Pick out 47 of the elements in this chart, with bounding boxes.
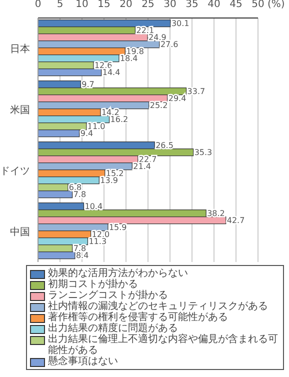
data-label: 33.7 [187, 87, 206, 96]
y-tick-label: 日本 [10, 43, 30, 56]
data-label: 22.7 [138, 155, 157, 164]
legend-label: 初期コストが掛かる [48, 279, 138, 290]
data-label: 27.6 [160, 40, 178, 50]
data-label: 11.3 [88, 237, 107, 246]
data-label: 35.3 [194, 148, 212, 158]
data-label: 38.2 [207, 209, 225, 218]
y-tick-label: 米国 [10, 104, 30, 116]
data-label: 14.2 [101, 108, 120, 118]
data-label: 10.4 [84, 202, 103, 212]
x-tick-label: 5 [56, 0, 64, 10]
data-label: 15.9 [108, 223, 127, 232]
data-label: 29.4 [168, 94, 186, 104]
data-label: 8.4 [76, 251, 89, 260]
data-label: 25.2 [150, 101, 168, 110]
data-label: 7.8 [73, 190, 86, 200]
data-label: 14.4 [102, 68, 120, 78]
legend-label: 効果的な活用方法がわからない [48, 268, 188, 279]
legend-label: 出力結果の精度に問題がある [48, 323, 178, 334]
legend-label: 懸念事項はない [48, 356, 118, 367]
data-label: 15.2 [106, 169, 124, 178]
data-label: 6.8 [68, 183, 82, 192]
legend-label: 社内情報の漏洩などのセキュリティリスクがある [48, 301, 268, 312]
data-label: 22.1 [136, 26, 154, 36]
data-label: 16.2 [110, 115, 128, 124]
data-label: 9.7 [82, 80, 94, 90]
data-label: 9.4 [80, 129, 94, 138]
data-label: 12.0 [92, 230, 110, 240]
data-label: 11.0 [87, 122, 106, 132]
data-label: 19.8 [126, 47, 144, 56]
data-label: 24.9 [148, 33, 166, 42]
data-label: 7.8 [73, 244, 86, 254]
data-label: 12.6 [94, 61, 112, 70]
data-label: 26.5 [156, 141, 174, 150]
data-label: 13.9 [100, 176, 118, 186]
x-tick-label: 15 [98, 0, 110, 10]
data-label: 42.7 [226, 216, 245, 226]
data-label: 30.1 [171, 19, 190, 28]
y-tick-label: 中国 [10, 226, 30, 238]
data-label: 18.4 [120, 54, 138, 64]
legend-label: 出力結果に倫理上不適切な内容や偏見が含まれる可能性がある [48, 334, 279, 356]
legend-label: 著作権等の権利を侵害する可能性がある [48, 312, 228, 323]
x-tick-label: 45 [230, 0, 242, 10]
y-tick-label: ドイツ [0, 166, 30, 178]
data-label: 21.4 [133, 162, 151, 172]
legend-label: ランニングコストが掛かる [48, 290, 168, 301]
